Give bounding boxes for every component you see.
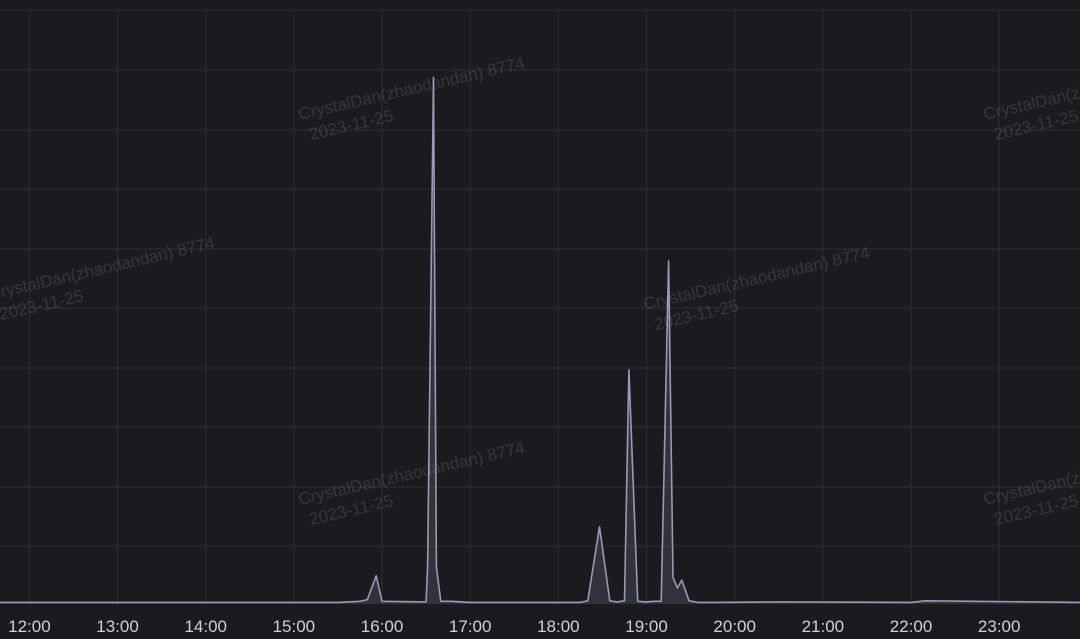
watermark-name: CrystalDan(zhaodandan) 8774 [297, 438, 527, 509]
x-tick-label: 19:00 [625, 617, 668, 636]
watermark-name: CrystalDan(zhaodandan) 8774 [0, 233, 217, 304]
x-tick-label: 23:00 [978, 617, 1021, 636]
x-tick-label: 13:00 [96, 617, 139, 636]
series-0-area [0, 77, 1080, 605]
series-0-line [0, 76, 1080, 604]
watermark-name: CrystalDan(zhaodandan) 8774 [297, 53, 527, 124]
x-tick-label: 14:00 [184, 617, 227, 636]
x-tick-label: 22:00 [890, 617, 933, 636]
x-axis: 12:00 13:00 14:00 15:00 16:00 17:00 18:00 19:00… [8, 617, 1020, 636]
x-tick-label: 17:00 [449, 617, 492, 636]
series-layer [0, 76, 1080, 605]
x-tick-label: 18:00 [537, 617, 580, 636]
x-tick-label: 20:00 [713, 617, 756, 636]
x-tick-label: 16:00 [361, 617, 404, 636]
x-tick-label: 15:00 [273, 617, 316, 636]
watermark-name: CrystalDan(zhaodandan) 8774 [642, 243, 872, 314]
grid [0, 9, 1080, 604]
x-tick-label: 12:00 [8, 617, 51, 636]
x-tick-label: 21:00 [802, 617, 845, 636]
watermark-layer: CrystalDan(zhaodandan) 87742023-11-25Cry… [0, 53, 1080, 529]
